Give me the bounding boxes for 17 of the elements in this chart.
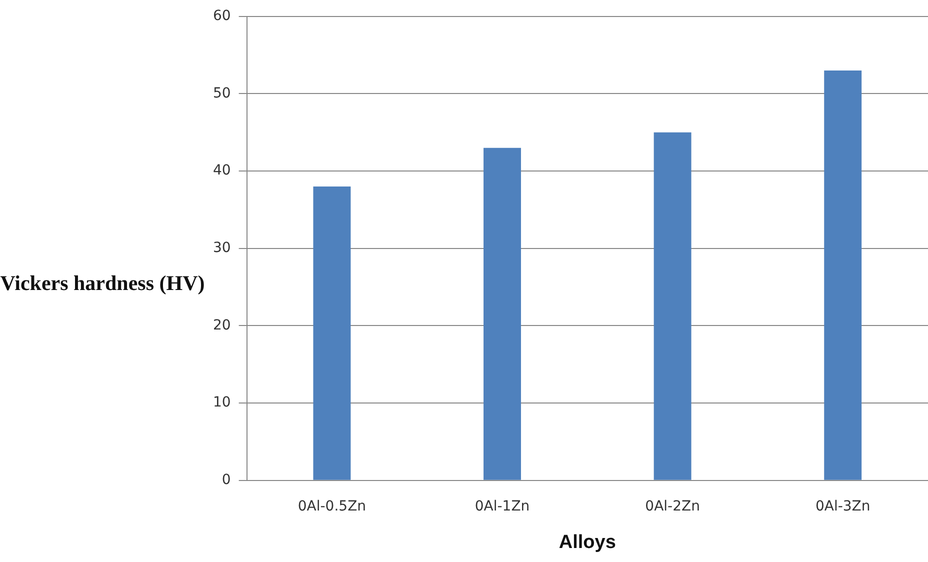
y-axis-title: Vickers hardness (HV) (0, 270, 205, 297)
y-tick-label: 30 (212, 240, 231, 256)
y-tick-label: 0 (222, 472, 231, 488)
x-tick-label: 0Al-0.5Zn (298, 498, 366, 514)
y-tick-label: 20 (212, 317, 231, 334)
y-tick-label: 10 (212, 394, 231, 411)
y-tick-label: 50 (212, 85, 231, 102)
x-axis-title: Alloys (558, 532, 616, 553)
bar (313, 186, 351, 480)
x-tick-label: 0Al-3Zn (815, 498, 870, 514)
bar (824, 70, 862, 480)
y-tick-label: 40 (212, 162, 231, 179)
y-tick-label: 60 (212, 8, 231, 24)
bar (654, 132, 692, 480)
x-tick-label: 0Al-2Zn (645, 498, 700, 514)
x-tick-label: 0Al-1Zn (474, 498, 530, 514)
bar (484, 148, 521, 480)
